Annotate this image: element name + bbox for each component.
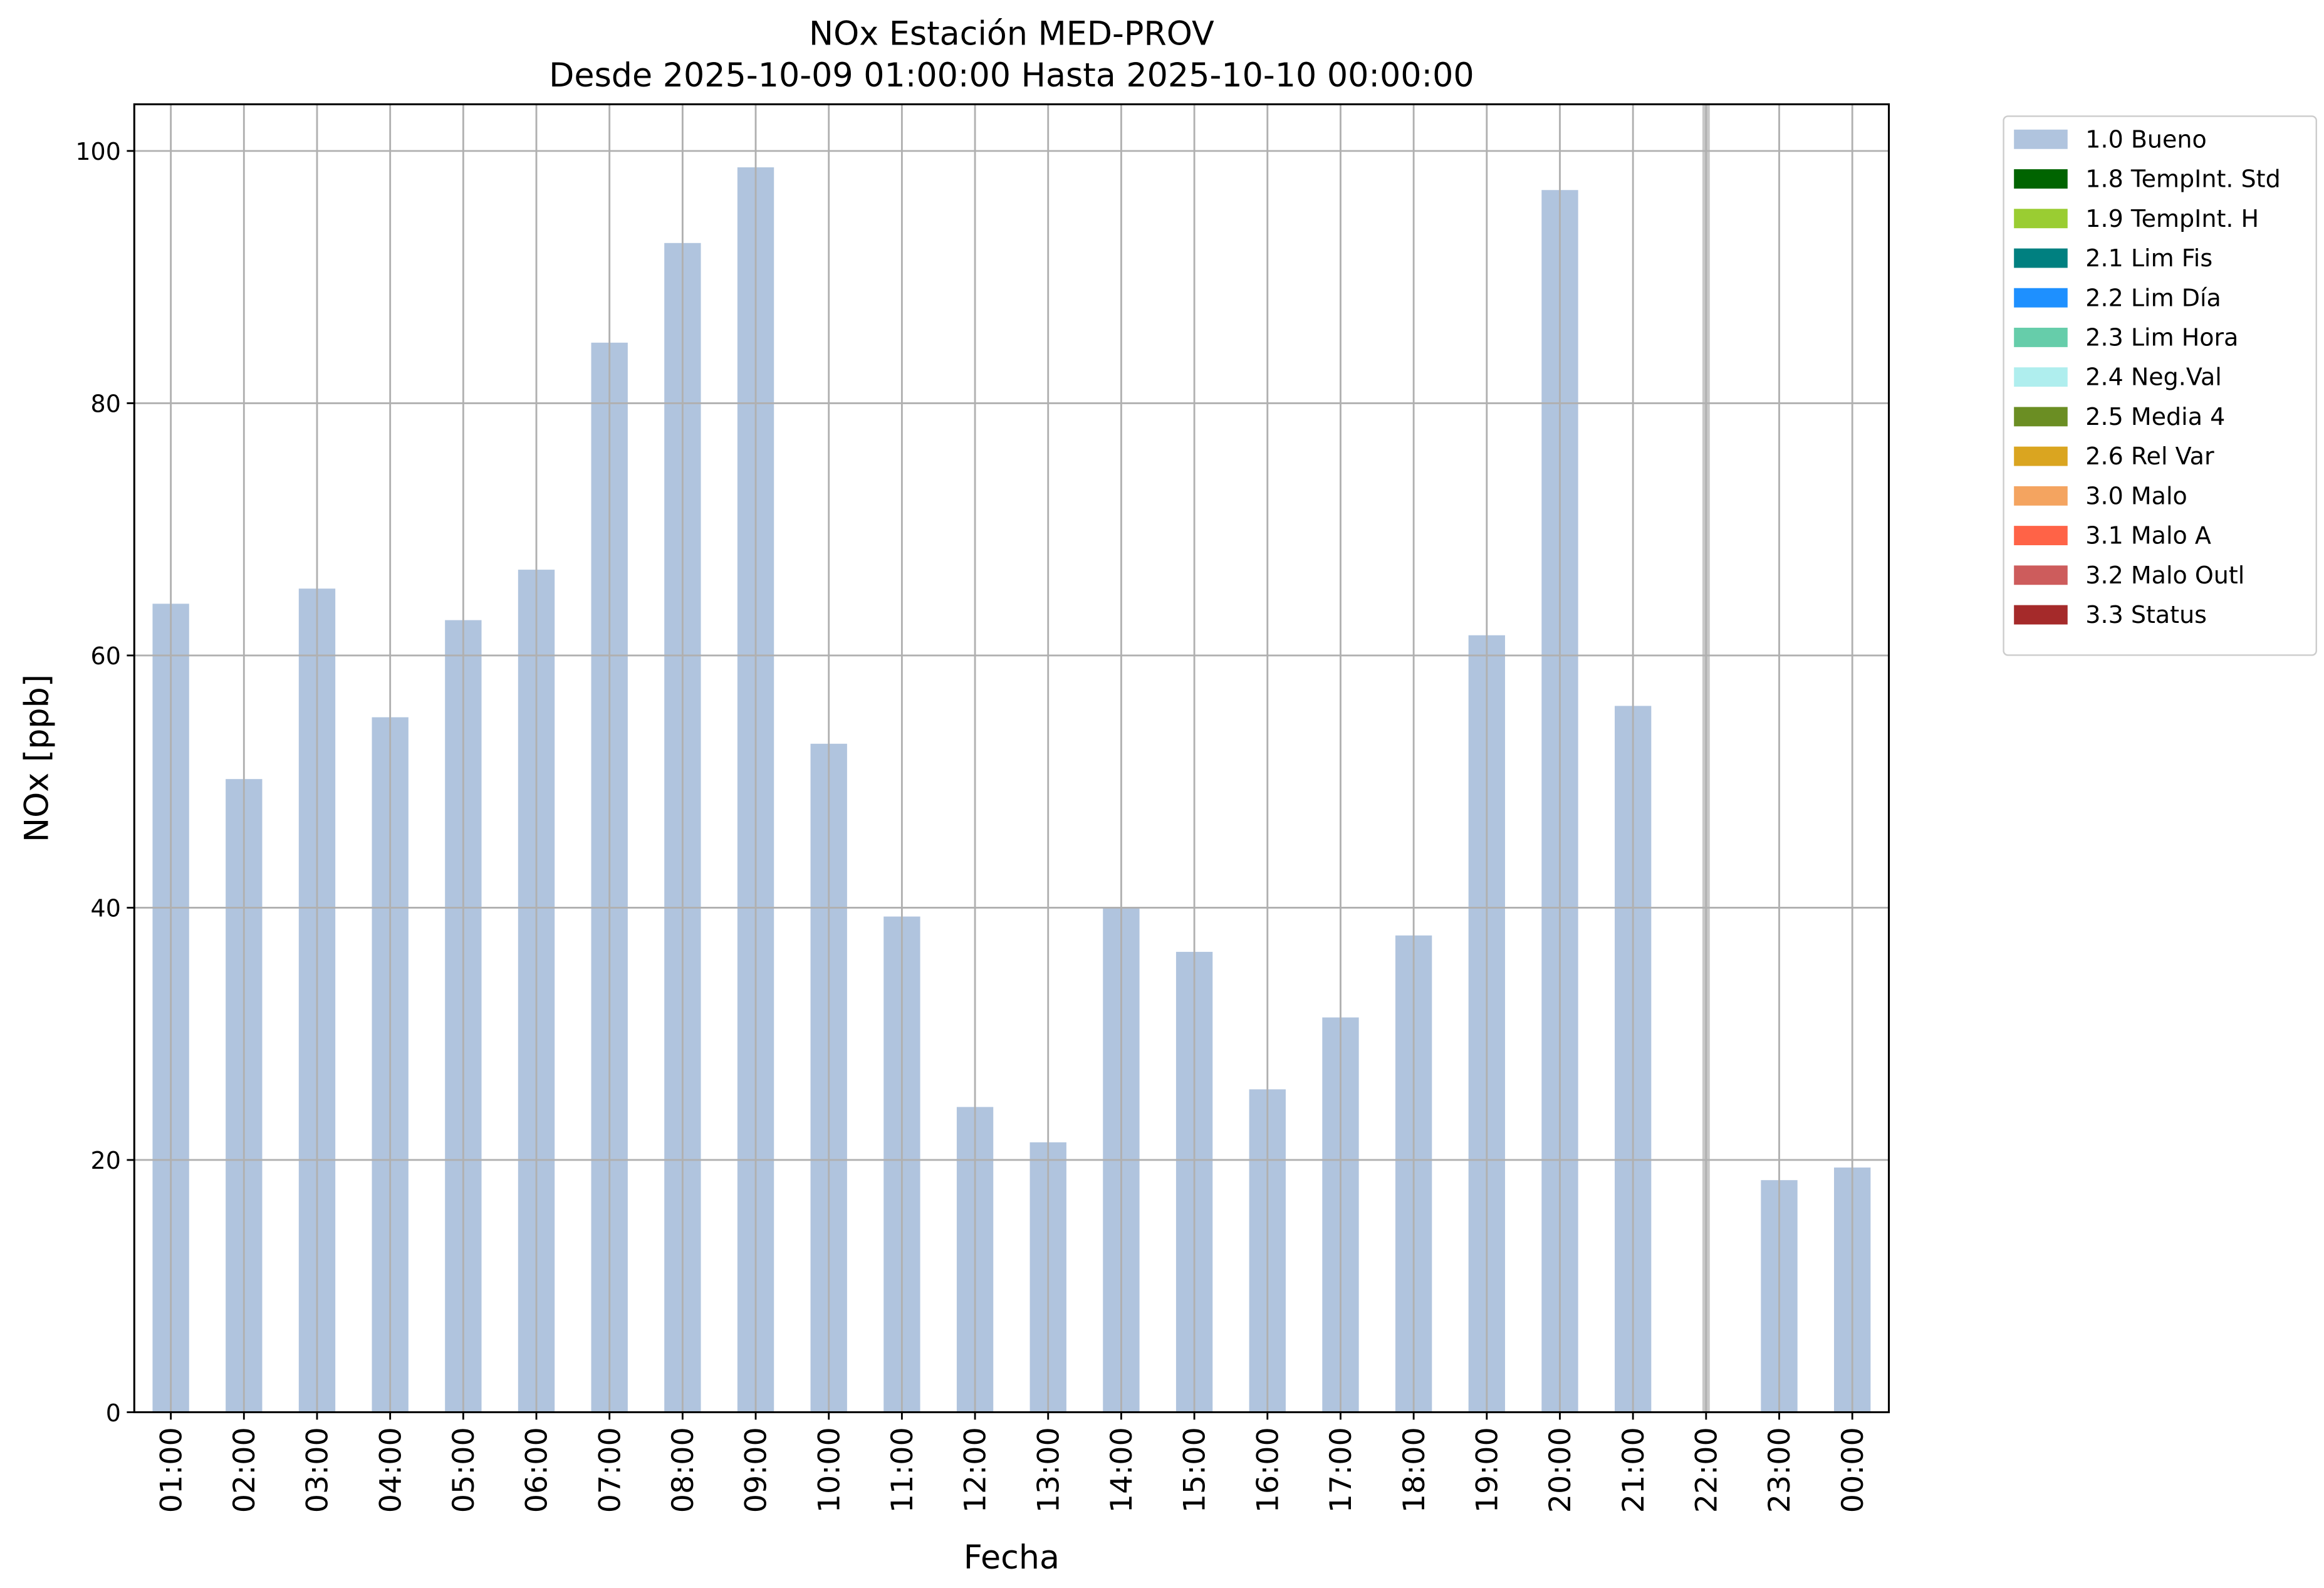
legend-swatch xyxy=(2014,169,2068,189)
x-tick-label: 12:00 xyxy=(959,1427,993,1513)
x-tick-label: 23:00 xyxy=(1763,1427,1797,1513)
x-tick-label: 07:00 xyxy=(593,1427,627,1513)
x-axis-label: Fecha xyxy=(964,1538,1060,1577)
legend-label: 2.1 Lim Fis xyxy=(2085,244,2212,272)
x-tick-label: 13:00 xyxy=(1031,1427,1066,1513)
legend-swatch xyxy=(2014,486,2068,506)
legend-swatch xyxy=(2014,446,2068,466)
x-tick-label: 10:00 xyxy=(812,1427,847,1513)
x-tick-label: 22:00 xyxy=(1689,1427,1724,1513)
legend-label: 2.2 Lim Día xyxy=(2085,284,2221,311)
y-tick-label: 60 xyxy=(91,642,121,670)
legend-swatch xyxy=(2014,526,2068,546)
legend-label: 2.4 Neg.Val xyxy=(2085,363,2222,391)
x-tick-label: 06:00 xyxy=(520,1427,555,1513)
y-tick-label: 40 xyxy=(91,895,121,922)
x-tick-label: 04:00 xyxy=(373,1427,408,1513)
chart-subtitle: Desde 2025-10-09 01:00:00 Hasta 2025-10-… xyxy=(549,56,1474,95)
legend-swatch xyxy=(2014,248,2068,268)
x-tick-label: 01:00 xyxy=(154,1427,189,1513)
chart-title: NOx Estación MED-PROV xyxy=(809,14,1214,53)
x-tick-label: 09:00 xyxy=(739,1427,774,1513)
legend-swatch xyxy=(2014,209,2068,229)
y-tick-label: 80 xyxy=(91,390,121,418)
legend-label: 3.2 Malo Outl xyxy=(2085,562,2244,589)
x-tick-label: 08:00 xyxy=(666,1427,701,1513)
x-tick-label: 14:00 xyxy=(1105,1427,1139,1513)
x-tick-label: 00:00 xyxy=(1836,1427,1870,1513)
legend-label: 2.6 Rel Var xyxy=(2085,442,2214,470)
legend-label: 3.1 Malo A xyxy=(2085,522,2211,550)
x-tick-label: 02:00 xyxy=(227,1427,262,1513)
legend-swatch xyxy=(2014,129,2068,149)
y-axis-label: NOx [ppb] xyxy=(18,674,56,842)
legend-label: 2.3 Lim Hora xyxy=(2085,323,2238,351)
x-tick-label: 03:00 xyxy=(301,1427,335,1513)
y-tick-label: 20 xyxy=(91,1147,121,1174)
x-tick-label: 19:00 xyxy=(1470,1427,1504,1513)
legend-swatch xyxy=(2014,407,2068,427)
x-tick-label: 21:00 xyxy=(1617,1427,1651,1513)
x-tick-label: 15:00 xyxy=(1178,1427,1212,1513)
legend-swatch xyxy=(2014,327,2068,347)
legend-swatch xyxy=(2014,288,2068,308)
x-tick-label: 11:00 xyxy=(885,1427,920,1513)
legend-label: 1.8 TempInt. Std xyxy=(2085,165,2280,193)
legend-label: 1.9 TempInt. H xyxy=(2085,205,2259,232)
x-tick-label: 16:00 xyxy=(1251,1427,1285,1513)
legend-label: 3.3 Status xyxy=(2085,601,2207,629)
legend-swatch xyxy=(2014,605,2068,625)
legend-box xyxy=(2003,115,2317,656)
legend-swatch xyxy=(2014,565,2068,585)
x-tick-label: 18:00 xyxy=(1397,1427,1432,1513)
x-tick-label: 20:00 xyxy=(1543,1427,1578,1513)
legend-swatch xyxy=(2014,367,2068,387)
y-tick-label: 100 xyxy=(75,138,121,165)
legend-label: 2.5 Media 4 xyxy=(2085,403,2225,431)
legend-label: 3.0 Malo xyxy=(2085,482,2187,509)
y-tick-label: 0 xyxy=(106,1399,121,1427)
plot-frame xyxy=(133,103,1890,1414)
x-tick-label: 05:00 xyxy=(447,1427,481,1513)
x-tick-label: 17:00 xyxy=(1324,1427,1358,1513)
legend-label: 1.0 Bueno xyxy=(2085,125,2206,153)
